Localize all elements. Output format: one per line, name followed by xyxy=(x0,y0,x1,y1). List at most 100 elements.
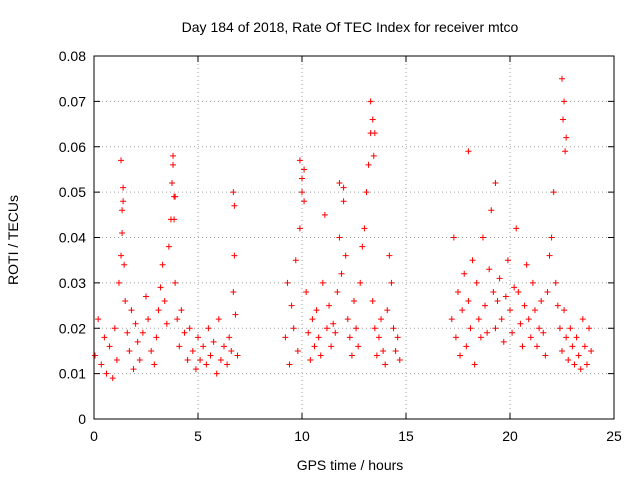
data-point xyxy=(192,366,199,373)
data-point xyxy=(106,343,113,350)
data-point xyxy=(95,316,102,323)
data-point xyxy=(513,225,520,232)
data-point xyxy=(210,338,217,345)
data-point xyxy=(128,307,135,314)
data-point xyxy=(542,352,549,359)
data-point xyxy=(103,370,110,377)
data-point xyxy=(531,307,538,314)
data-point xyxy=(455,288,461,295)
data-point xyxy=(353,325,360,332)
data-point xyxy=(552,279,559,286)
data-point xyxy=(230,288,237,295)
data-point xyxy=(386,252,393,259)
data-point xyxy=(556,325,563,332)
data-point xyxy=(170,152,177,159)
data-point xyxy=(286,361,293,368)
data-point xyxy=(534,343,541,350)
data-point xyxy=(313,307,320,314)
data-point xyxy=(394,334,401,341)
data-point xyxy=(452,334,459,341)
data-point xyxy=(484,329,491,336)
chart-title: Day 184 of 2018, Rate Of TEC Index for r… xyxy=(182,19,519,35)
data-point xyxy=(118,157,125,164)
data-point xyxy=(475,316,482,323)
data-point xyxy=(525,316,532,323)
data-point xyxy=(348,352,355,359)
data-point xyxy=(490,288,497,295)
data-point xyxy=(234,352,241,359)
data-point xyxy=(346,334,353,341)
data-point xyxy=(370,152,377,159)
data-point xyxy=(477,334,484,341)
data-point xyxy=(554,302,561,309)
data-point xyxy=(111,325,118,332)
data-point xyxy=(186,325,193,332)
data-point xyxy=(307,357,314,364)
data-point xyxy=(361,225,368,232)
data-point xyxy=(463,343,470,350)
data-point xyxy=(544,288,551,295)
data-point xyxy=(550,189,557,196)
data-point xyxy=(365,161,372,168)
data-point xyxy=(482,302,489,309)
data-point xyxy=(148,347,155,354)
data-point xyxy=(292,257,299,264)
data-point xyxy=(326,302,333,309)
y-tick-label: 0 xyxy=(78,411,86,427)
data-point xyxy=(328,343,335,350)
data-point xyxy=(469,257,476,264)
data-point xyxy=(143,293,149,300)
data-point xyxy=(126,347,133,354)
data-point xyxy=(583,361,590,368)
data-point xyxy=(155,307,162,314)
data-point xyxy=(288,302,295,309)
data-point xyxy=(119,229,126,236)
data-point xyxy=(282,334,289,341)
data-point xyxy=(120,198,127,205)
data-point xyxy=(359,243,366,250)
data-point xyxy=(165,243,172,250)
data-point xyxy=(494,298,501,305)
data-point xyxy=(384,307,391,314)
data-point xyxy=(586,325,593,332)
x-tick-label: 15 xyxy=(398,428,414,444)
data-point xyxy=(519,343,526,350)
data-point xyxy=(296,225,303,232)
data-point xyxy=(101,334,108,341)
data-point xyxy=(119,207,126,214)
data-points xyxy=(92,75,595,382)
data-point xyxy=(340,184,347,191)
data-point xyxy=(378,316,385,323)
data-point xyxy=(581,343,588,350)
data-point xyxy=(517,320,524,327)
data-point xyxy=(450,234,457,241)
data-point xyxy=(159,261,166,268)
data-point xyxy=(139,329,146,336)
data-point xyxy=(502,293,509,300)
data-point xyxy=(203,361,210,368)
data-point xyxy=(172,193,179,200)
data-point xyxy=(299,189,305,196)
data-point xyxy=(290,325,297,332)
data-point xyxy=(373,352,380,359)
data-point xyxy=(369,116,376,123)
data-point xyxy=(205,325,212,332)
data-point xyxy=(536,325,543,332)
data-point xyxy=(169,180,175,187)
data-point xyxy=(496,275,503,282)
data-point xyxy=(390,325,397,332)
data-point xyxy=(136,357,143,364)
y-tick-label: 0.01 xyxy=(59,366,86,382)
data-point xyxy=(559,75,565,82)
data-point xyxy=(303,288,310,295)
data-point xyxy=(231,202,238,209)
x-tick-label: 0 xyxy=(90,428,98,444)
data-point xyxy=(161,298,168,305)
y-tick-label: 0.08 xyxy=(59,48,86,64)
x-axis-label: GPS time / hours xyxy=(297,457,404,473)
data-point xyxy=(363,189,370,196)
data-point xyxy=(461,270,468,277)
y-tick-label: 0.06 xyxy=(59,139,86,155)
data-point xyxy=(321,211,328,218)
